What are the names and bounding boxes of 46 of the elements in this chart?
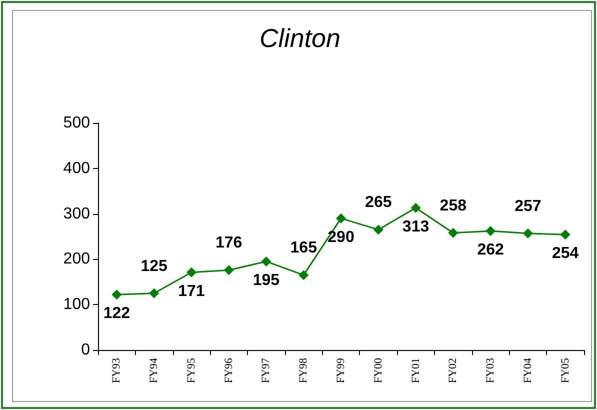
data-label: 257 [514,198,542,215]
point [224,265,234,276]
y-tick-label: 500 [63,114,90,132]
point [448,228,458,238]
x-tick-label: FY98 [298,358,310,384]
data-label: 125 [140,258,168,275]
point [373,224,384,235]
data-label: 254 [552,245,579,262]
point [486,226,496,236]
data-label: 165 [290,240,318,257]
x-tick-label: FY99 [335,358,347,384]
x-tick-label: FY93 [110,358,123,384]
x-tick-label: FY94 [148,358,160,384]
point [560,230,570,240]
point [149,288,160,298]
data-label: 258 [440,197,467,214]
data-label: 195 [252,272,280,289]
y-tick-label: 300 [63,205,90,222]
x-tick-label: FY00 [372,358,384,384]
point [336,213,346,224]
point [298,270,309,280]
point [410,202,421,213]
x-tick-label: FY97 [260,358,272,384]
x-tick-label: FY04 [522,358,534,384]
point [112,290,122,300]
y-tick-label: 0 [81,342,90,358]
data-label: 262 [477,242,504,259]
x-tick-label: FY95 [185,358,198,384]
x-tick-label: FY02 [447,358,460,384]
chart-title: Clinton [260,23,340,53]
data-label: 265 [365,194,392,212]
point [261,256,272,266]
x-tick-label: FY96 [222,358,235,384]
x-tick-label: FY03 [484,358,497,384]
data-label: 290 [328,228,354,246]
data-label: 171 [178,282,205,300]
point [186,267,196,278]
data-label: 313 [402,218,430,236]
point [522,228,533,238]
y-tick-label: 200 [63,250,90,268]
x-tick-label: FY05 [559,358,572,384]
y-tick-label: 400 [63,160,90,177]
data-label: 176 [215,234,242,252]
data-label: 122 [103,305,130,322]
x-tick-label: FY01 [410,358,422,384]
y-tick-label: 100 [63,296,90,314]
